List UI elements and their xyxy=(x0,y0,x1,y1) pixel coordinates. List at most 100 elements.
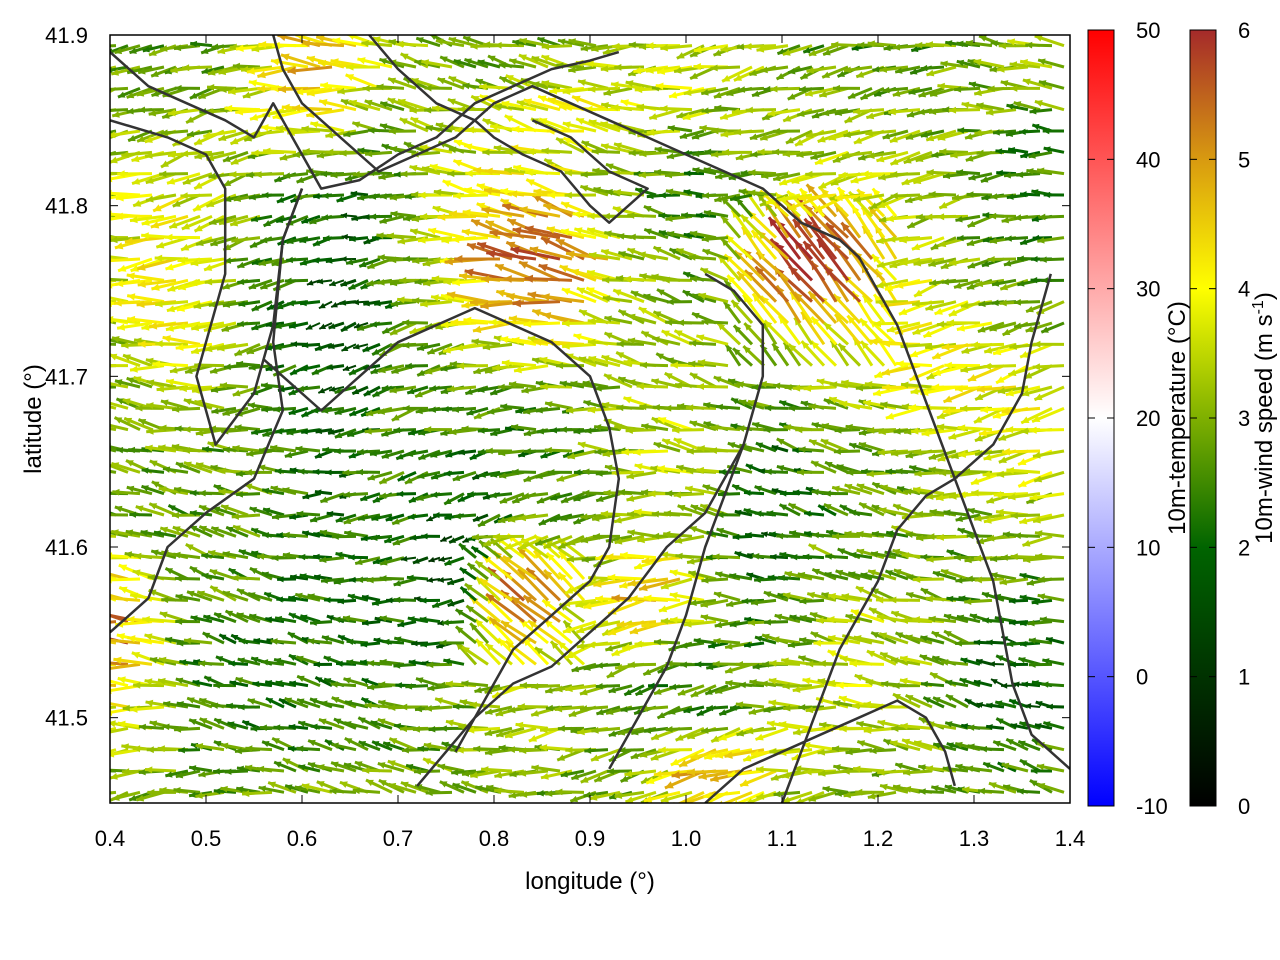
wind-arrow-head xyxy=(302,493,310,500)
wind-arrow-head xyxy=(928,615,936,623)
wind-arrow xyxy=(110,277,129,282)
wind-arrow-head xyxy=(393,662,401,669)
wind-arrow-head xyxy=(344,530,352,537)
wind-arrow-head xyxy=(466,605,475,613)
wind-arrow-head xyxy=(344,720,352,728)
wind-arrow-head xyxy=(653,770,662,778)
wind-arrow-head xyxy=(314,489,322,496)
wind-arrow-head xyxy=(580,536,589,544)
wind-arrow-head xyxy=(776,464,785,472)
wind-arrow-head xyxy=(406,450,414,457)
wind-arrow-head xyxy=(392,538,401,546)
wind-arrow-head xyxy=(616,620,625,629)
wind-arrow-head xyxy=(356,448,364,456)
wind-arrow-head xyxy=(778,721,787,729)
wind-arrow-head xyxy=(842,767,850,775)
wind-arrow-head xyxy=(406,763,414,771)
wind-arrow-head xyxy=(646,777,655,785)
wind-arrow-head xyxy=(147,788,155,796)
wind-arrow-head xyxy=(710,774,719,783)
wind-arrow-head xyxy=(226,526,234,533)
wind-arrow-head xyxy=(1037,593,1046,600)
wind-arrow-head xyxy=(498,638,507,647)
wind-arrow-head xyxy=(203,614,211,621)
wind-arrow-head xyxy=(110,750,115,758)
wind-arrow-head xyxy=(926,555,934,563)
wind-arrow-head xyxy=(906,591,914,599)
wind-arrow-head xyxy=(798,704,806,711)
wind-arrow-head xyxy=(618,746,626,754)
wind-arrow-head xyxy=(690,690,699,697)
wind-arrow-head xyxy=(413,768,421,775)
wind-arrow-head xyxy=(561,496,569,503)
wind-arrow-head xyxy=(738,681,746,689)
wind-arrow-head xyxy=(125,460,134,467)
wind-arrow-head xyxy=(401,746,409,754)
wind-arrow-head xyxy=(778,574,785,582)
wind-arrow-head xyxy=(210,464,218,472)
wind-arrow-head xyxy=(198,489,206,497)
wind-arrow-head xyxy=(88,791,95,798)
wind-arrow-head xyxy=(743,754,752,762)
wind-arrow-head xyxy=(288,655,297,661)
wind-arrow-head xyxy=(639,583,648,592)
wind-arrow-head xyxy=(593,580,602,588)
wind-arrow-head xyxy=(897,486,905,493)
wind-arrow-head xyxy=(796,468,804,476)
wind-arrow-head xyxy=(579,688,588,696)
wind-arrow-head xyxy=(996,718,1004,725)
wind-arrow-head xyxy=(747,619,756,626)
wind-arrow-head xyxy=(755,733,764,741)
wind-arrow-head xyxy=(732,484,740,491)
wind-arrow-head xyxy=(676,464,684,472)
wind-arrow-head xyxy=(583,791,591,799)
wind-arrow xyxy=(110,469,117,474)
wind-arrow-head xyxy=(571,773,579,780)
wind-arrow-head xyxy=(98,398,106,405)
wind-arrow-head xyxy=(986,639,993,646)
wind-arrow-head xyxy=(893,504,901,511)
wind-arrow-head xyxy=(704,752,713,761)
wind-arrow-head xyxy=(396,490,404,498)
wind-arrow-head xyxy=(546,552,555,561)
wind-arrow-head xyxy=(900,617,909,625)
wind-arrow-head xyxy=(274,761,282,768)
wind-arrow-head xyxy=(640,489,649,496)
wind-arrow-head xyxy=(88,230,96,237)
wind-arrow-head xyxy=(643,594,652,602)
wind-arrow-head xyxy=(282,552,291,559)
wind-arrow-head xyxy=(959,678,967,685)
wind-arrow-head xyxy=(810,612,818,619)
wind-arrow-head xyxy=(354,761,363,768)
wind-arrow-head xyxy=(832,485,840,493)
wind-arrow xyxy=(110,385,117,389)
wind-arrow-head xyxy=(938,469,947,477)
wind-arrow-head xyxy=(792,489,800,496)
wind-arrow-head xyxy=(834,790,842,797)
wind-arrow-head xyxy=(807,591,815,599)
wind-arrow-head xyxy=(158,656,167,664)
wind-arrow-head xyxy=(82,564,90,571)
wind-arrow-head xyxy=(460,587,468,594)
wind-arrow-head xyxy=(319,529,328,537)
wind-arrow-head xyxy=(252,680,260,688)
wind-arrow-head xyxy=(688,570,697,578)
wind-arrow-head xyxy=(389,738,398,745)
wind-arrow-head xyxy=(387,760,396,767)
wind-arrow-head xyxy=(996,470,1005,478)
wind-arrow-head xyxy=(573,469,581,476)
wind-arrow-head xyxy=(171,443,180,451)
wind-arrow-head xyxy=(1009,699,1017,706)
wind-arrow-head xyxy=(795,797,803,803)
wind-arrow-head xyxy=(189,489,197,497)
wind-arrow-head xyxy=(467,491,474,498)
wind-arrow-head xyxy=(879,632,888,640)
wind-arrow-head xyxy=(176,701,184,708)
wind-arrow-head xyxy=(464,583,473,591)
wind-arrow-head xyxy=(980,745,988,753)
wind-arrow-head xyxy=(971,477,980,485)
wind-arrow-head xyxy=(298,764,306,771)
wind-arrow-head xyxy=(729,572,737,580)
wind-arrow-head xyxy=(149,656,158,664)
wind-arrow-head xyxy=(400,781,409,789)
